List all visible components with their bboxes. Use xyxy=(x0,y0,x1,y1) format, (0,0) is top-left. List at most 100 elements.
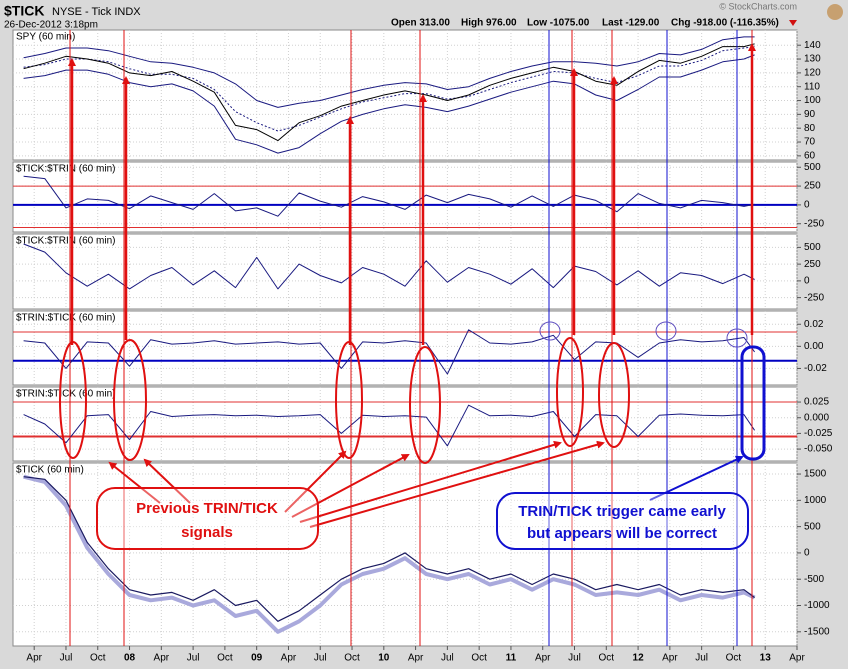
plot-area xyxy=(12,29,798,161)
marker-circle xyxy=(655,321,677,341)
current-signal xyxy=(740,345,766,461)
y-tick-label: -1500 xyxy=(804,626,830,637)
y-tick-label: 0.000 xyxy=(804,412,829,423)
series-line xyxy=(23,474,756,634)
credit: © StockCharts.com xyxy=(719,1,797,11)
y-tick-label: 60 xyxy=(804,150,816,161)
date: 26-Dec-2012 3:18pm xyxy=(4,20,98,31)
x-tick-label: Jul xyxy=(568,653,581,664)
y-tick-label: 90 xyxy=(804,109,816,120)
signal-ellipse xyxy=(113,339,147,461)
signal-ellipse xyxy=(409,346,441,464)
y-tick-label: -0.025 xyxy=(804,428,833,439)
callout-arrow xyxy=(309,440,605,528)
signal-ellipse xyxy=(59,341,87,459)
series-line xyxy=(23,46,755,132)
y-tick-label: 0.00 xyxy=(804,341,824,352)
y-tick-label: 0 xyxy=(804,200,810,211)
y-tick-label: 70 xyxy=(804,137,816,148)
series-line xyxy=(23,476,755,622)
x-tick-label: Oct xyxy=(599,653,615,664)
down-triangle xyxy=(789,20,797,26)
signal-ellipse xyxy=(598,342,630,448)
x-tick-label: Apr xyxy=(789,653,805,664)
x-tick-label: 13 xyxy=(760,653,772,664)
low: Low -1075.00 xyxy=(527,18,590,29)
callout-box xyxy=(96,487,319,550)
x-tick-label: Apr xyxy=(281,653,297,664)
x-tick-label: 10 xyxy=(378,653,390,664)
x-tick-label: Oct xyxy=(344,653,360,664)
x-tick-label: Oct xyxy=(217,653,233,664)
y-tick-label: 110 xyxy=(804,81,820,92)
series-line xyxy=(23,54,755,154)
y-tick-label: -250 xyxy=(804,218,824,229)
callout-arrow xyxy=(284,450,347,513)
y-tick-label: -250 xyxy=(804,292,824,303)
callout-text: signals xyxy=(181,524,233,541)
x-tick-label: Jul xyxy=(441,653,454,664)
last: Last -129.00 xyxy=(602,18,660,29)
y-tick-label: 100 xyxy=(804,95,821,106)
callout-arrow xyxy=(108,461,161,504)
panel-title: $TRIN:$TICK (60 min) xyxy=(16,389,115,400)
plot-area xyxy=(12,233,798,310)
symbol-name: NYSE - Tick INDX xyxy=(52,6,141,18)
callout-box xyxy=(496,492,749,550)
callout-text: TRIN/TICK trigger came early xyxy=(518,503,726,520)
plot-area xyxy=(12,310,798,386)
callout-arrow xyxy=(299,440,562,523)
y-tick-label: 250 xyxy=(804,259,821,270)
series-line xyxy=(23,404,756,447)
callout-arrow xyxy=(143,458,191,504)
open: Open 313.00 xyxy=(391,18,450,29)
marker-circle xyxy=(726,328,748,348)
x-tick-label: Oct xyxy=(726,653,742,664)
y-tick-label: 250 xyxy=(804,181,821,192)
plot-area xyxy=(12,161,798,233)
y-tick-label: 500 xyxy=(804,242,821,253)
x-tick-label: 11 xyxy=(506,653,517,664)
x-tick-label: Jul xyxy=(314,653,327,664)
y-tick-label: 140 xyxy=(804,40,821,51)
x-tick-label: Oct xyxy=(90,653,106,664)
x-tick-label: 08 xyxy=(124,653,136,664)
x-tick-label: Apr xyxy=(662,653,678,664)
x-tick-label: Apr xyxy=(535,653,551,664)
x-tick-label: Oct xyxy=(471,653,487,664)
signal-ellipse xyxy=(335,341,363,459)
y-tick-label: 130 xyxy=(804,54,821,65)
y-tick-label: 80 xyxy=(804,123,816,134)
y-tick-label: 0 xyxy=(804,548,810,559)
series-line xyxy=(23,243,755,290)
panel-title: $TRIN:$TICK (60 min) xyxy=(16,313,115,324)
x-tick-label: Jul xyxy=(187,653,200,664)
signal-ellipse xyxy=(556,337,584,447)
panel-title: SPY (60 min) xyxy=(16,32,75,43)
change: Chg -918.00 (-116.35%) xyxy=(671,18,779,29)
annotations: Previous TRIN/TICK signals TRIN/TICK trigg… xyxy=(59,30,766,646)
y-tick-label: 500 xyxy=(804,521,821,532)
x-tick-label: Apr xyxy=(408,653,424,664)
series-line xyxy=(23,329,756,375)
x-tick-label: Jul xyxy=(60,653,73,664)
x-tick-label: Jul xyxy=(695,653,708,664)
plot-area xyxy=(12,386,798,462)
y-tick-label: -0.02 xyxy=(804,363,827,374)
callout-text: but appears will be correct xyxy=(527,525,717,542)
callout-arrow xyxy=(291,454,410,518)
logo xyxy=(827,4,843,20)
panel-title: $TICK:$TRIN (60 min) xyxy=(16,164,115,175)
x-tick-label: 12 xyxy=(633,653,645,664)
y-tick-label: 0.02 xyxy=(804,319,824,330)
y-tick-label: -1000 xyxy=(804,600,830,611)
series-line xyxy=(23,43,755,142)
y-tick-label: 1500 xyxy=(804,469,827,480)
series-line xyxy=(23,36,755,108)
y-tick-label: 0.025 xyxy=(804,397,829,408)
y-tick-label: 1000 xyxy=(804,495,827,506)
panel-title: $TICK (60 min) xyxy=(16,465,84,476)
x-tick-label: Apr xyxy=(154,653,170,664)
x-tick-label: Apr xyxy=(26,653,42,664)
